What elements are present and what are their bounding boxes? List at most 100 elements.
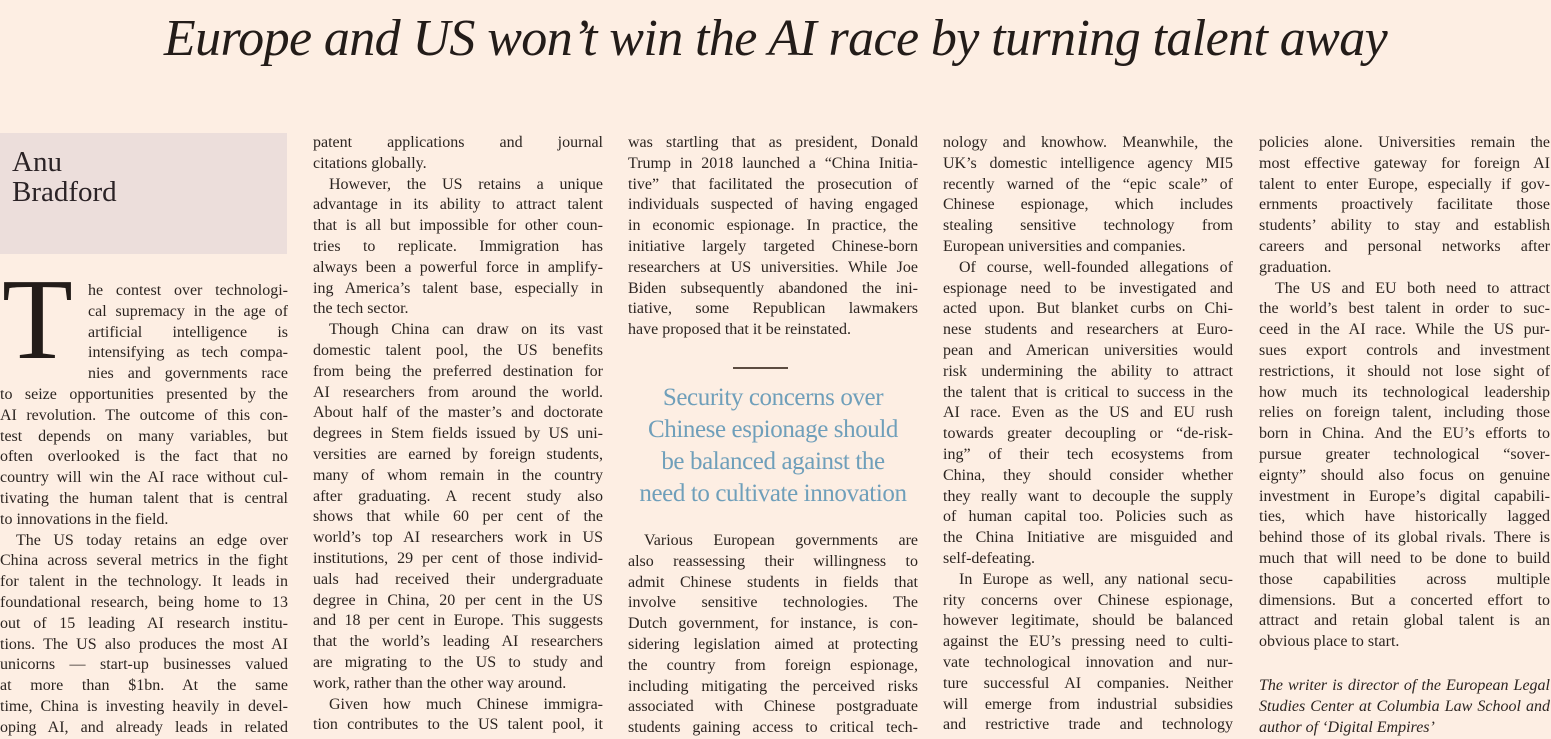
text-line: foundational research, being home to 13: [0, 593, 288, 611]
author-byline: Anu Bradford: [12, 147, 117, 207]
text-line: Various European governments are: [644, 532, 918, 549]
article-column-3: was startling that as president, Donald T…: [628, 133, 918, 341]
text-line: in economic espionage. In practice, the: [628, 217, 918, 235]
text-line: he contest over technologi-: [88, 282, 288, 299]
text-line: Of course, well-founded allegations of: [959, 258, 1233, 276]
text-line: at more than $1bn. At the same: [0, 677, 288, 695]
text-line: individuals suspected of having engaged: [628, 196, 918, 214]
paragraph: policies alone. Universities remain the m…: [1259, 133, 1550, 279]
paragraph: nology and knowhow. Meanwhile, the UK’s d…: [943, 133, 1233, 258]
text-line: will emerge from industrial subsidies: [943, 695, 1233, 713]
text-line: to seize opportunities presented by the: [0, 385, 288, 403]
text-line: born in China. And the EU’s efforts to: [1259, 425, 1550, 443]
text-line: artificial intelligence is: [88, 323, 288, 341]
text-line: involve sensitive technologies. The: [628, 594, 918, 612]
text-line: In Europe as well, any national secu-: [959, 570, 1233, 588]
text-line: pursue greater technological “sover-: [1259, 445, 1550, 463]
text-line: of human capital too. Policies such as: [943, 508, 1233, 526]
text-line: from being the preferred destination for: [313, 362, 603, 380]
paragraph: The US today retains an edge over China a…: [0, 531, 288, 739]
text-line: degree in China, 20 per cent in the US: [313, 591, 603, 609]
text-line: UK’s domestic intelligence agency MI5: [943, 154, 1233, 172]
paragraph: Of course, well-founded allegations of es…: [943, 258, 1233, 570]
text-line: graduation.: [1259, 258, 1332, 276]
pull-quote-line: Chinese espionage should: [647, 416, 899, 443]
text-line: after graduating. A recent study also: [313, 487, 603, 505]
text-line: time, China is investing heavily in deve…: [0, 697, 288, 715]
article-column-1: he contest over technologi-cal supremacy…: [0, 281, 288, 739]
text-line: versities are earned by foreign students…: [313, 445, 603, 463]
text-line: how much its technological leadership: [1259, 383, 1550, 401]
text-line: European universities and companies.: [943, 237, 1186, 255]
text-line: uals had received their undergraduate: [313, 570, 603, 588]
text-line: attract and retain global talent is an: [1259, 612, 1550, 630]
author-last-name: Bradford: [12, 176, 117, 208]
text-line: However, the US retains a unique: [329, 175, 603, 193]
text-line: vate technological innovation and nur-: [943, 653, 1233, 671]
text-line: and restrictive trade and technology: [943, 716, 1233, 734]
text-line: towards greater decoupling or “de-risk-: [943, 425, 1233, 443]
text-line: ernments proactively facilitate those: [1259, 196, 1550, 214]
text-line: Trump in 2018 launched a “China Initia-: [628, 154, 918, 172]
headline: Europe and US won’t win the AI race by t…: [163, 10, 1388, 67]
text-line: AI race. Even as the US and EU rush: [943, 404, 1233, 422]
article-column-4: nology and knowhow. Meanwhile, the UK’s d…: [943, 133, 1233, 736]
author-note: The writer is director of the European L…: [1259, 676, 1550, 738]
text-line: much that will need to be done to build: [1259, 549, 1550, 567]
text-line: ties, which have historically lagged: [1259, 508, 1550, 526]
text-line: however legitimate, should be balanced: [943, 612, 1233, 630]
text-line: the world’s best talent in order to suc-: [1259, 300, 1550, 318]
text-line: China, they should consider whether: [943, 466, 1233, 484]
text-line: was startling that as president, Donald: [628, 134, 918, 151]
text-line: The US today retains an edge over: [16, 531, 288, 549]
text-line: most effective gateway for foreign AI: [1259, 154, 1550, 172]
text-line: espionage need to be investigated and: [943, 279, 1233, 297]
text-line: including mitigating the perceived risks: [628, 677, 918, 695]
text-line: citations globally.: [313, 154, 427, 172]
pull-quote-line: be balanced against the: [661, 448, 885, 475]
article-column-2: patent applications and journal citations…: [313, 133, 603, 736]
paragraph: Given how much Chinese immigra-tion cont…: [313, 695, 603, 737]
text-line: to innovations in the field.: [0, 510, 169, 528]
text-line: ing America’s talent base, especially in: [313, 279, 603, 297]
text-line: admit Chinese students in fields that: [628, 573, 918, 591]
author-note-line: The writer is director of the European L…: [1259, 677, 1550, 694]
text-line: About half of the master’s and doctorate: [313, 404, 603, 422]
text-line: the China Initiative are misguided and: [943, 529, 1233, 547]
paragraph: was startling that as president, Donald T…: [628, 133, 918, 341]
paragraph: However, the US retains a unique advantag…: [313, 175, 603, 321]
text-line: tivating the human talent that is centra…: [0, 489, 288, 507]
text-line: test depends on many variables, but: [0, 427, 288, 445]
text-line: tiative, some Republican lawmakers: [628, 300, 918, 318]
pull-quote-line: Security concerns over: [662, 384, 884, 411]
text-line: that the world’s leading AI researchers: [313, 633, 603, 651]
text-line: ing” of their tech ecosystems from: [943, 445, 1233, 463]
text-line: Chinese espionage, which includes: [943, 196, 1233, 214]
text-line: pean and American universities would: [943, 341, 1233, 359]
text-line: oping AI, and already leads in related: [0, 718, 288, 736]
author-first-name: Anu: [12, 146, 62, 178]
text-line: recently warned of the “epic scale” of: [943, 175, 1233, 193]
text-line: tive” that facilitated the prosecution o…: [628, 175, 918, 193]
text-line: behind those of its global rivals. There…: [1259, 529, 1550, 547]
text-line: nese students and researchers at Euro-: [943, 321, 1233, 339]
text-line: tions. The US also produces the most AI: [0, 635, 288, 653]
text-line: the tech sector.: [313, 300, 409, 318]
text-line: out of 15 leading AI research institu-: [0, 614, 288, 632]
drop-cap: T: [2, 256, 73, 384]
text-line: also reassessing their willingness to: [628, 552, 918, 570]
text-line: talent to enter Europe, especially if go…: [1259, 175, 1550, 193]
text-line: those capabilities across multiple: [1259, 570, 1550, 588]
text-line: tries to replicate. Immigration has: [313, 237, 603, 255]
text-line: sidering legislation aimed at protecting: [628, 635, 918, 653]
text-line: AI revolution. The outcome of this con-: [0, 406, 288, 424]
text-line: nology and knowhow. Meanwhile, the: [943, 134, 1233, 151]
text-line: Dutch government, for instance, is con-: [628, 615, 918, 633]
text-line: nies and governments race: [88, 365, 288, 383]
text-line: cal supremacy in the age of: [88, 302, 288, 320]
text-line: they really want to decouple the supply: [943, 487, 1233, 505]
text-line: sues export controls and investment: [1259, 341, 1550, 359]
text-line: acted upon. But blanket curbs on Chi-: [943, 300, 1233, 318]
text-line: risk undermining the ability to attract: [943, 362, 1233, 380]
text-line: students gaining access to critical tech…: [628, 719, 918, 737]
